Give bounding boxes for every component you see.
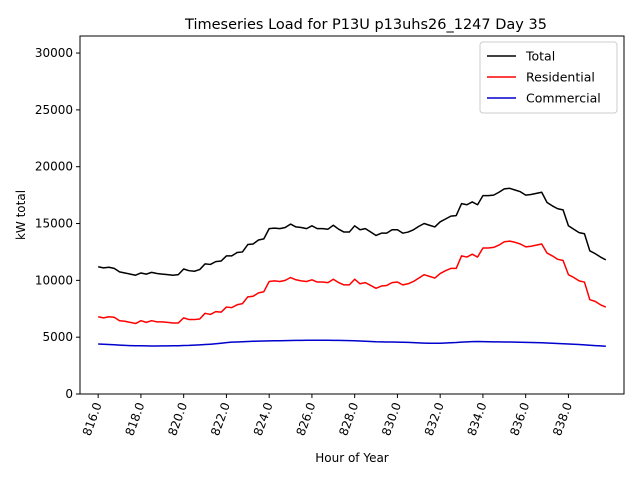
x-tick-label: 834.0 bbox=[465, 401, 490, 438]
y-tick-label: 15000 bbox=[35, 217, 73, 231]
x-tick-label: 832.0 bbox=[422, 401, 447, 438]
x-tick-label: 836.0 bbox=[507, 401, 532, 438]
x-tick-label: 826.0 bbox=[294, 401, 319, 438]
series-line-commercial bbox=[98, 339, 606, 348]
y-axis: 0 5000 10000 15000 20000 25000 30000 bbox=[35, 46, 80, 401]
x-axis-label: Hour of Year bbox=[315, 451, 389, 465]
series-layer bbox=[98, 187, 607, 348]
legend-label-residential: Residential bbox=[526, 70, 595, 85]
x-tick-label: 820.0 bbox=[165, 401, 190, 438]
series-line-residential bbox=[98, 240, 607, 325]
legend: Total Residential Commercial bbox=[479, 41, 618, 114]
legend-frame bbox=[479, 41, 618, 114]
legend-label-commercial: Commercial bbox=[526, 91, 601, 106]
chart-title: Timeseries Load for P13U p13uhs26_1247 D… bbox=[184, 17, 547, 33]
y-tick-label: 10000 bbox=[35, 273, 73, 287]
legend-items: Total Residential Commercial bbox=[487, 49, 601, 106]
y-tick-label: 20000 bbox=[35, 160, 73, 174]
x-tick-label: 830.0 bbox=[379, 401, 404, 438]
series-line-total bbox=[98, 187, 607, 276]
y-axis-label: kW total bbox=[14, 190, 28, 240]
y-tick-label: 0 bbox=[65, 387, 73, 401]
plot-frame bbox=[79, 35, 625, 395]
x-axis: 816.0 818.0 820.0 822.0 824.0 826.0 828.0 830.0… bbox=[80, 394, 575, 438]
y-tick-label: 30000 bbox=[35, 46, 73, 60]
x-tick-label: 822.0 bbox=[208, 401, 233, 438]
y-tick-label: 5000 bbox=[42, 330, 73, 344]
x-tick-label: 824.0 bbox=[251, 401, 276, 438]
x-tick-label: 818.0 bbox=[123, 401, 148, 438]
y-tick-label: 25000 bbox=[35, 103, 73, 117]
x-tick-label: 838.0 bbox=[550, 401, 575, 438]
x-tick-label: 816.0 bbox=[80, 401, 105, 438]
x-tick-label: 828.0 bbox=[336, 401, 361, 438]
legend-label-total: Total bbox=[525, 49, 555, 64]
